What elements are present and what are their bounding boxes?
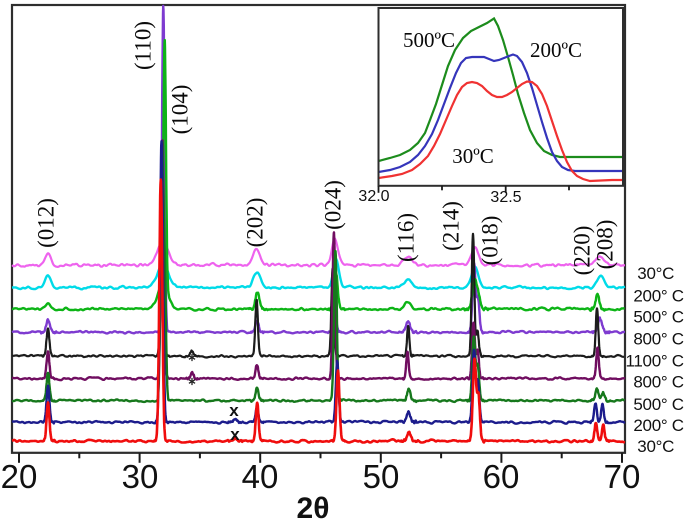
svg-text:x: x xyxy=(229,401,239,420)
svg-text:500° C: 500° C xyxy=(633,307,683,326)
svg-text:800° C: 800° C xyxy=(633,330,683,349)
svg-text:30: 30 xyxy=(122,458,159,495)
svg-text:30°C: 30°C xyxy=(637,264,674,283)
svg-text:40: 40 xyxy=(242,458,279,495)
svg-text:(116): (116) xyxy=(394,213,419,262)
svg-text:60: 60 xyxy=(483,458,520,495)
svg-text:(018): (018) xyxy=(478,216,503,266)
svg-text:200° C: 200° C xyxy=(633,416,683,435)
svg-text:200ºC: 200ºC xyxy=(530,38,582,62)
svg-text:(104): (104) xyxy=(168,85,193,135)
svg-text:(202): (202) xyxy=(243,198,268,248)
svg-text:2θ: 2θ xyxy=(297,492,330,521)
svg-text:30°C: 30°C xyxy=(637,437,674,456)
svg-text:32.0: 32.0 xyxy=(358,188,389,205)
svg-text:200° C: 200° C xyxy=(633,286,683,305)
svg-text:500ºC: 500ºC xyxy=(403,28,455,52)
svg-text:70: 70 xyxy=(604,458,641,495)
svg-text:(110): (110) xyxy=(131,21,156,70)
svg-text:30ºC: 30ºC xyxy=(452,144,494,168)
svg-text:20: 20 xyxy=(1,458,38,495)
svg-text:50: 50 xyxy=(363,458,400,495)
svg-text:(214): (214) xyxy=(439,201,464,251)
svg-text:32.5: 32.5 xyxy=(490,189,521,206)
svg-text:500° C: 500° C xyxy=(633,395,683,414)
svg-text:800° C: 800° C xyxy=(633,373,683,392)
svg-text:x: x xyxy=(230,425,240,444)
svg-text:(208): (208) xyxy=(593,220,618,270)
svg-text:1100° C: 1100° C xyxy=(626,352,684,371)
svg-text:(220): (220) xyxy=(570,226,595,276)
svg-text:(012): (012) xyxy=(34,198,59,248)
svg-text:(024): (024) xyxy=(321,180,346,230)
